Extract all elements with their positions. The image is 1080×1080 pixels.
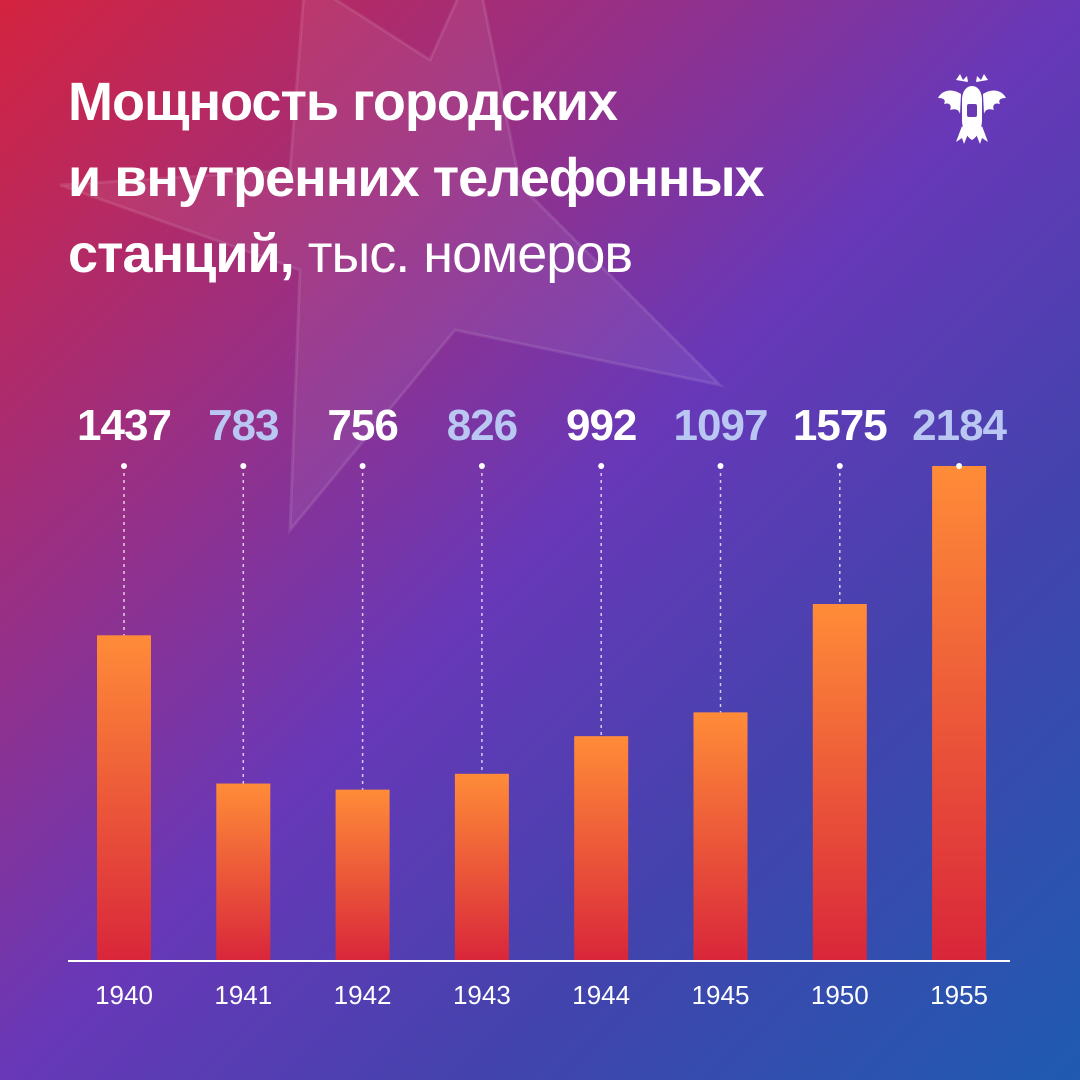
- bar-1943: [454, 773, 509, 961]
- value-label-1950: 1575: [793, 401, 887, 450]
- leader-dot-1941: [240, 463, 247, 469]
- leader-dot-1945: [717, 463, 724, 469]
- x-tick-1942: 1942: [334, 980, 392, 1010]
- x-tick-labels: 1940 1941 1942 1943 1944 1945 1950 1955: [95, 980, 988, 1010]
- bar-1940: [97, 635, 151, 961]
- value-labels: 1437 783 756 826 992 1097 1575 2184: [77, 401, 1009, 790]
- x-tick-1943: 1943: [453, 980, 511, 1010]
- title-line-2: и внутренних телефонных: [68, 148, 765, 208]
- bar-1950: [812, 604, 867, 961]
- leader-dot-1950: [836, 463, 843, 469]
- x-tick-1941: 1941: [214, 980, 272, 1010]
- x-tick-1950: 1950: [811, 980, 869, 1010]
- x-tick-1944: 1944: [572, 980, 630, 1010]
- leader-dot-1944: [598, 463, 605, 469]
- bars: [97, 466, 987, 961]
- title-line-1: Мощность городских: [68, 72, 618, 132]
- value-label-1945: 1097: [674, 401, 768, 450]
- value-label-1942: 756: [327, 401, 397, 450]
- title-unit: тыс. номеров: [307, 224, 633, 284]
- eagle-emblem-icon: [938, 74, 1006, 144]
- leader-dot-1943: [478, 463, 485, 469]
- leader-dot-1940: [121, 463, 127, 469]
- value-label-1941: 783: [208, 401, 278, 450]
- bar-1955: [932, 466, 987, 961]
- x-tick-1955: 1955: [930, 980, 988, 1010]
- value-label-1940: 1437: [77, 401, 171, 450]
- chart-title: Мощность городских и внутренних телефонн…: [68, 64, 888, 292]
- x-tick-1945: 1945: [692, 980, 750, 1010]
- bar-1944: [574, 736, 629, 961]
- title-line-3: станций,: [68, 224, 295, 284]
- x-tick-1940: 1940: [95, 980, 153, 1010]
- value-label-1955: 2184: [912, 401, 1007, 450]
- value-label-1944: 992: [566, 401, 636, 450]
- bar-1941: [216, 783, 271, 961]
- value-label-1943: 826: [447, 401, 517, 450]
- bar-1945: [693, 712, 748, 961]
- leader-dot-1942: [359, 463, 366, 469]
- bar-1942: [335, 789, 390, 961]
- leader-dot-1955: [956, 463, 963, 469]
